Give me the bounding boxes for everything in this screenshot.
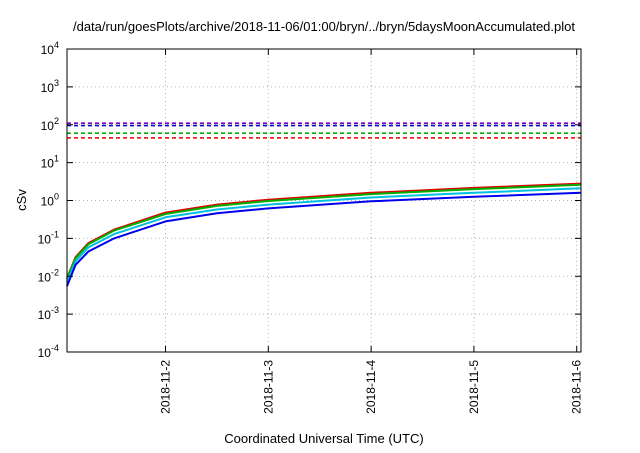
y-ticks: 10-4 10-3 10-2 10-1 100 101 102 103 104 xyxy=(38,40,581,360)
y-tick-label: 10-4 xyxy=(38,343,59,360)
x-tick-label: 2018-11-3 xyxy=(261,360,275,414)
y-tick-label: 100 xyxy=(41,192,59,209)
y-tick-label: 104 xyxy=(41,40,59,57)
x-tick-label: 2018-11-4 xyxy=(364,360,378,414)
y-tick-label: 101 xyxy=(41,154,59,171)
reference-lines xyxy=(67,122,581,139)
y-tick-label: 10-2 xyxy=(38,267,59,284)
y-tick-label: 102 xyxy=(41,116,59,133)
x-axis-label: Coordinated Universal Time (UTC) xyxy=(224,431,423,446)
series-line xyxy=(66,187,582,283)
x-tick-label: 2018-11-2 xyxy=(159,360,173,414)
y-axis-label: cSv xyxy=(14,189,29,211)
y-tick-label: 10-3 xyxy=(38,305,59,322)
series-line xyxy=(66,191,582,287)
series-layer xyxy=(66,182,582,287)
x-ticks: 2018-11-2 2018-11-3 2018-11-4 2018-11-5 2018… xyxy=(159,49,584,414)
y-tick-label: 10-1 xyxy=(38,229,59,246)
series-line xyxy=(66,183,582,280)
y-tick-label: 103 xyxy=(41,78,59,95)
chart-title: /data/run/goesPlots/archive/2018-11-06/0… xyxy=(73,19,575,34)
x-tick-label: 2018-11-5 xyxy=(467,360,481,414)
x-tick-label: 2018-11-6 xyxy=(570,360,584,414)
